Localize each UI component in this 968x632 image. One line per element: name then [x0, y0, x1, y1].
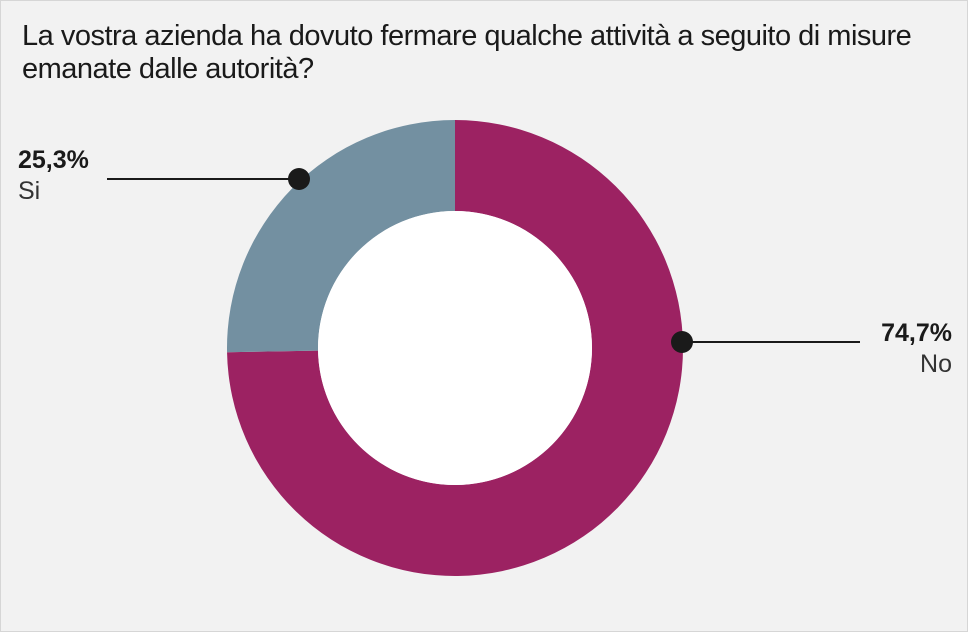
- callouts-group: 74,7% No 25,3% Si: [18, 146, 952, 378]
- slice-si: [227, 120, 455, 353]
- callout-dot-no: [671, 331, 693, 353]
- category-label-no: No: [920, 350, 952, 378]
- chart-title: La vostra azienda ha dovuto fermare qual…: [22, 20, 912, 85]
- donut-hole: [318, 211, 592, 485]
- value-label-no: 74,7%: [881, 319, 952, 347]
- slices-group: [227, 120, 683, 577]
- callout-dot-si: [288, 168, 310, 190]
- value-label-si: 25,3%: [18, 146, 89, 174]
- category-label-si: Si: [18, 177, 40, 205]
- slice-no: [227, 120, 683, 577]
